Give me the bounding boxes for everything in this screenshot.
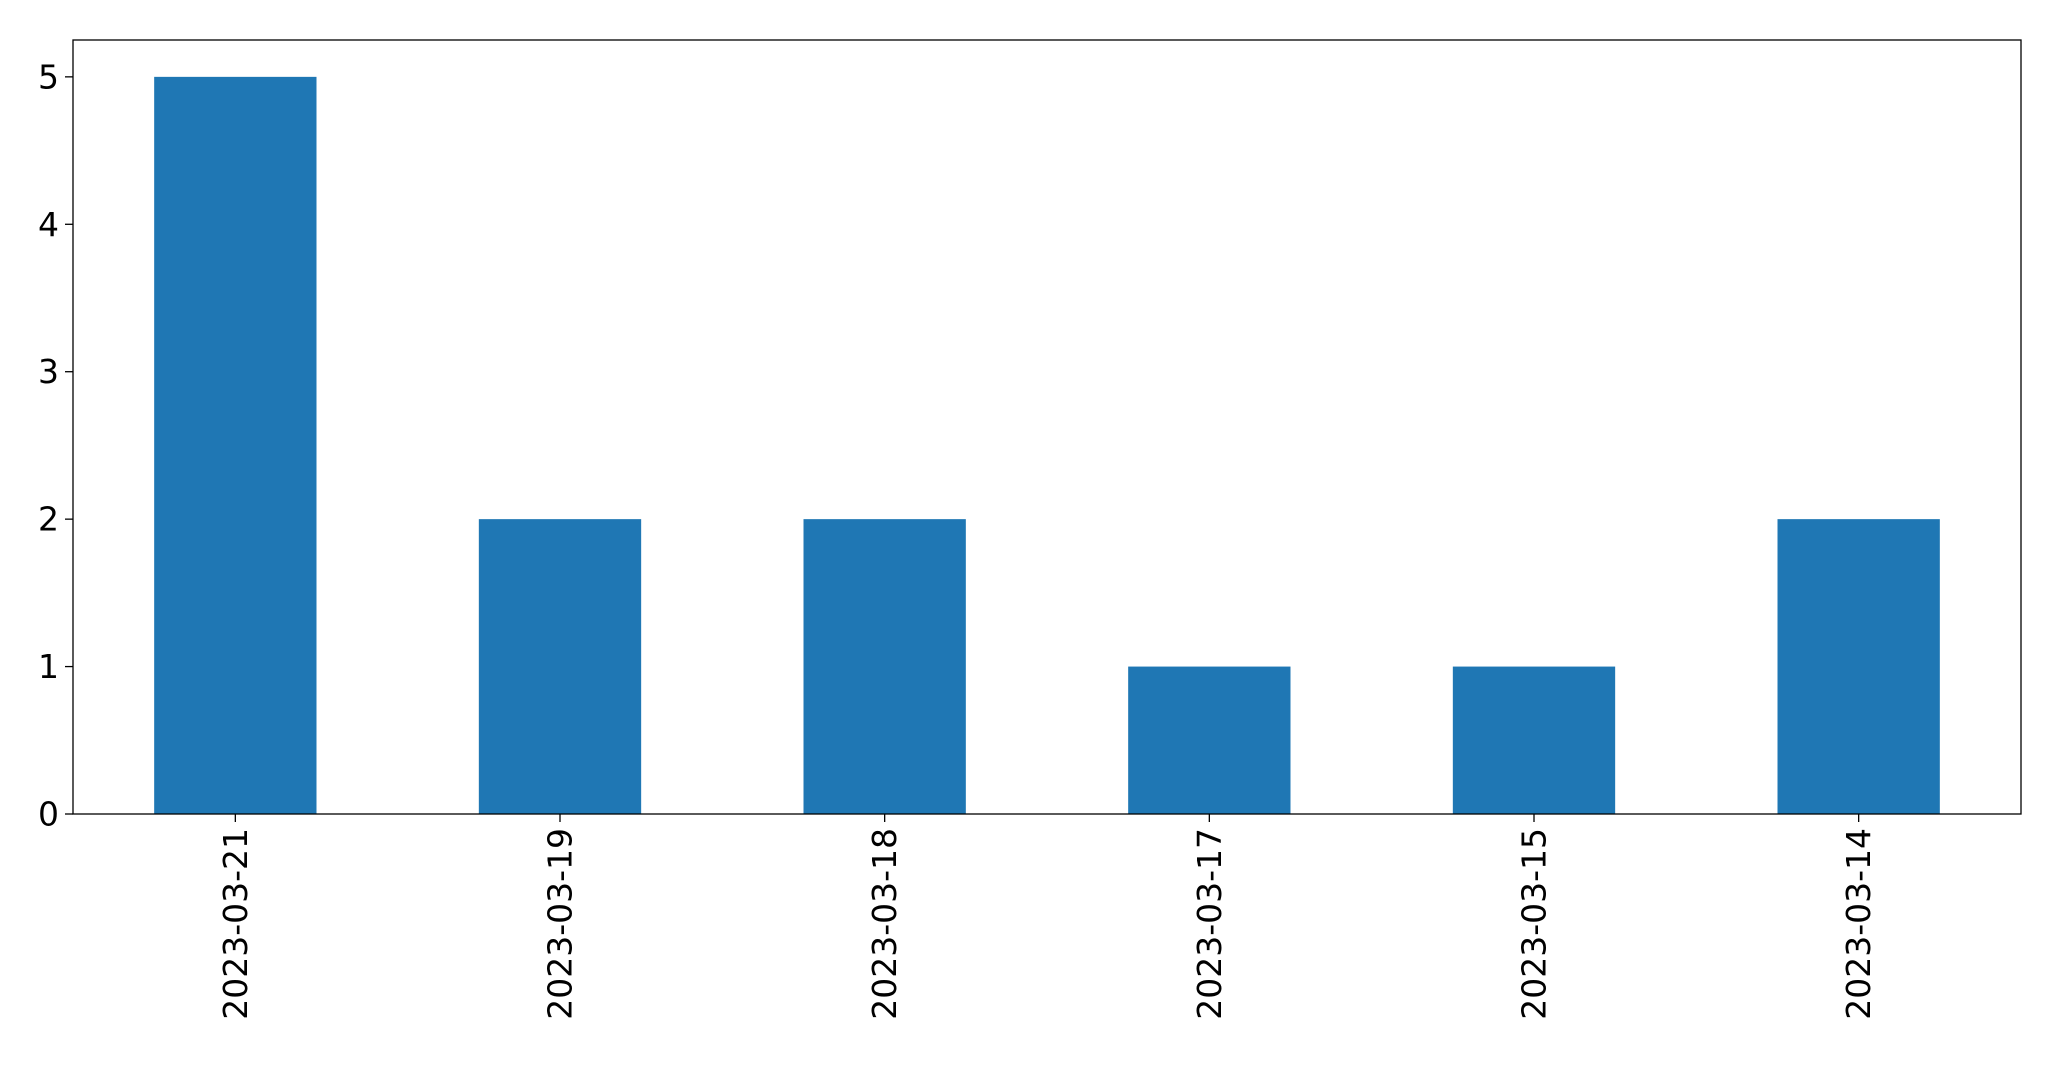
x-tick-label: 2023-03-15 [1515,828,1554,1020]
bars-layer [154,76,1940,815]
x-tick-label: 2023-03-19 [541,828,580,1020]
plot-frame [72,39,2022,815]
bar-2023-03-21 [154,76,317,815]
bar-2023-03-18 [803,519,966,814]
bar-2023-03-14 [1777,519,1940,814]
bar-2023-03-15 [1452,666,1616,814]
x-tick-label: 2023-03-18 [865,828,904,1020]
x-tick-label: 2023-03-21 [216,828,255,1020]
x-tick-label: 2023-03-17 [1190,828,1229,1020]
x-tick-label: 2023-03-14 [1839,828,1878,1020]
y-tick-label: 0 [38,795,59,834]
y-tick-label: 5 [38,57,59,96]
bar-2023-03-19 [478,519,642,814]
y-tick-label: 3 [38,352,59,391]
y-tick-label: 4 [38,205,59,244]
axes-layer: 0 1 2 3 4 5 2023-03-21 2023-03-19 2023-03-18 2023… [38,39,2022,1020]
bar-2023-03-17 [1128,666,1291,814]
y-tick-label: 2 [38,500,59,539]
y-tick-label: 1 [38,647,59,686]
